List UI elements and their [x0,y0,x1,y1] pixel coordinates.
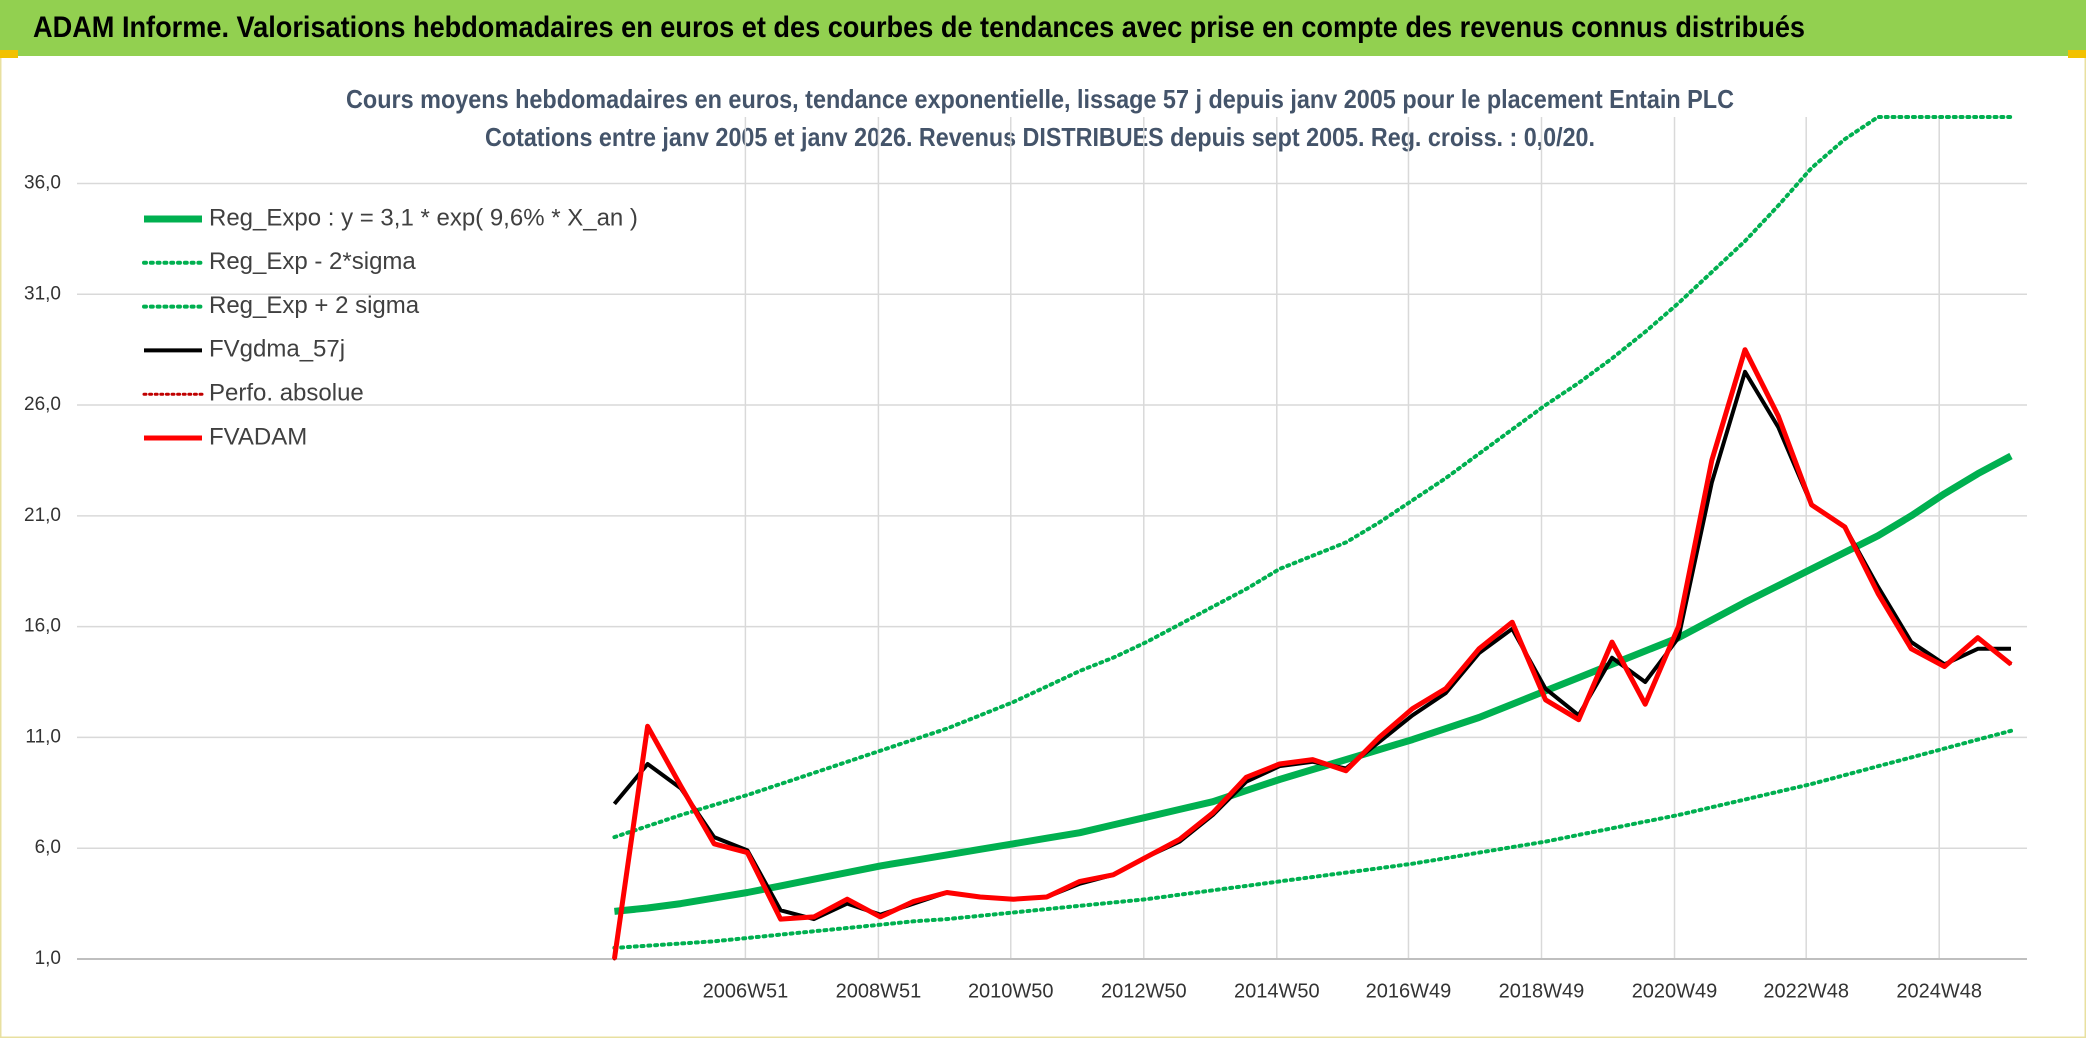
x-tick-label: 2012W50 [1101,980,1187,1002]
y-tick-label: 36,0 [24,172,61,193]
legend-label: Perfo. absolue [209,380,364,407]
chart-subtitle: Cotations entre janv 2005 et janv 2026. … [485,122,1595,152]
x-tick-label: 2016W49 [1366,980,1452,1002]
y-tick-label: 26,0 [24,394,61,415]
corner [2068,50,2086,58]
series-line [612,728,2013,950]
y-tick-label: 1,0 [35,948,61,969]
x-tick-label: 2020W49 [1632,980,1718,1002]
x-tick-label: 2010W50 [968,980,1054,1002]
x-tick-label: 2008W51 [836,980,922,1002]
x-tick-label: 2006W51 [703,980,789,1002]
y-tick-label: 21,0 [24,505,61,526]
legend-label: FVADAM [209,423,307,450]
y-tick-label: 31,0 [24,283,61,304]
legend-label: FVgdma_57j [209,336,345,363]
title-bar [0,0,2086,56]
corner [0,50,18,58]
series-line [614,452,2013,915]
grid: 1,0 6,0 11,0 16,0 21,0 26,0 31,0 36,0 2006W51 200… [24,117,2027,1002]
legend-label: Reg_Exp + 2 sigma [209,292,420,319]
legend-label: Reg_Exp - 2*sigma [209,248,416,275]
plot [611,115,2013,961]
legend-label: Reg_Expo : y = 3,1 * exp( 9,6% * X_an ) [209,204,638,231]
y-tick-label: 11,0 [25,726,61,747]
x-tick-label: 2018W49 [1499,980,1585,1002]
y-tick-label: 6,0 [35,837,61,858]
series-line [611,347,2013,960]
series-line [612,115,2013,840]
y-tick-label: 16,0 [24,616,61,637]
x-tick-label: 2024W48 [1896,980,1982,1002]
page-title: ADAM Informe. Valorisations hebdomadaire… [33,11,1805,44]
legend: Reg_Expo : y = 3,1 * exp( 9,6% * X_an ) R… [142,204,638,450]
chart-title: Cours moyens hebdomadaires en euros, ten… [346,84,1734,114]
x-tick-label: 2014W50 [1234,980,1320,1002]
x-tick-label: 2022W48 [1763,980,1849,1002]
